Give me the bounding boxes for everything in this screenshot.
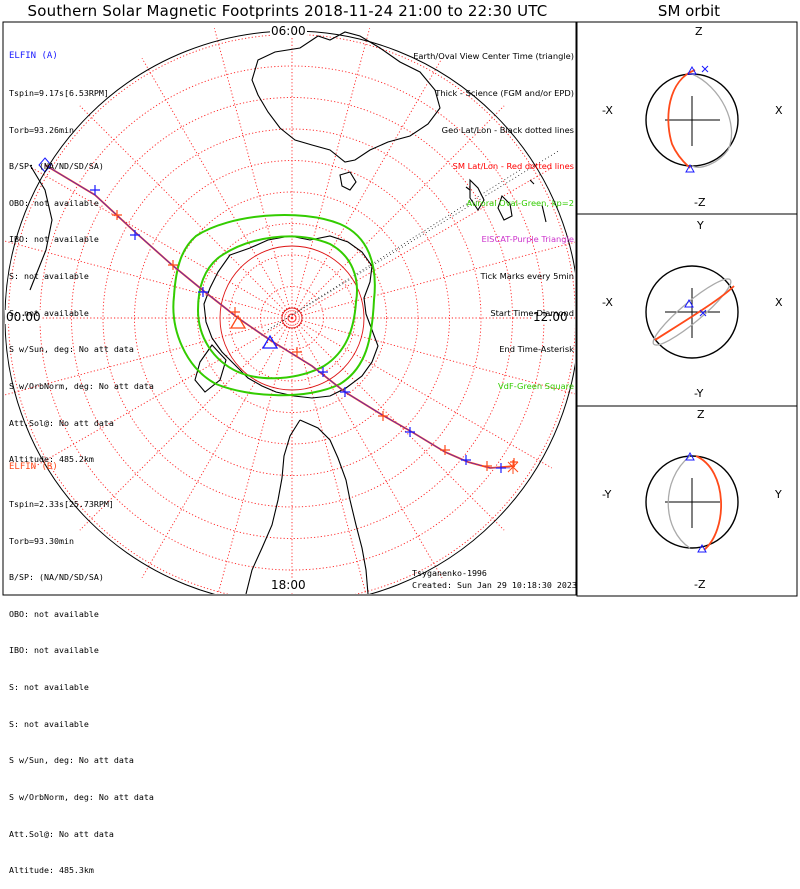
elfin-b-line: B/SP: (NA/ND/SD/SA) <box>9 572 104 583</box>
sm-longitude-line <box>213 28 293 319</box>
elfin-a-tick-marks <box>90 185 506 473</box>
sm-longitude-line <box>141 57 293 319</box>
sm-longitude-line <box>291 317 575 395</box>
sm-pole-circle <box>281 307 303 329</box>
sm-longitude-line <box>291 167 553 319</box>
elfin-a-line: S: not available <box>9 271 89 282</box>
page-title: Southern Solar Magnetic Footprints 2018-… <box>27 2 548 20</box>
orbit-1-label-bottom: -Z <box>694 196 706 209</box>
local-time-label-bottom: 18:00 <box>270 578 307 592</box>
auroral-oval-inner <box>196 235 358 380</box>
orbit-panel-frame-1 <box>576 21 798 215</box>
local-time-label-right: 12:00 <box>532 310 569 324</box>
created-label: Created: Sun Jan 29 10:18:30 2023 <box>412 580 577 590</box>
elfin-a-line: Att.Sol@: No att data <box>9 417 114 428</box>
sm-longitude-line <box>4 317 293 396</box>
sm-longitude-line <box>291 317 443 579</box>
elfin-a-line: S w/Sun, deg: No att data <box>9 344 134 355</box>
legend-item: Auroral Oval-Green, kp=2 <box>466 197 574 208</box>
sm-longitude-line <box>217 317 293 594</box>
elfin-b-line: Altitude: 485.3km <box>9 865 94 876</box>
sm-longitude-lines <box>4 23 575 594</box>
orbit-1-label-left: -X <box>602 104 613 117</box>
elfin-b-tick-marks <box>112 210 518 471</box>
sm-longitude-line <box>31 167 293 319</box>
elfin-a-line: S w/OrbNorm, deg: No att data <box>9 380 154 391</box>
sm-longitude-line <box>4 240 293 319</box>
elfin-a-line: B/SP: (NA/ND/SD/SA) <box>9 161 104 172</box>
legend-item: EISCAT-Purple Triangle <box>481 234 574 245</box>
sm-longitude-line <box>291 317 367 594</box>
orbit-panel-frame-2 <box>576 213 798 407</box>
elfin-b-line: Tspin=2.33s[25.73RPM] <box>9 499 114 510</box>
sm-longitude-line <box>31 317 293 469</box>
local-time-label-top: 06:00 <box>270 24 307 38</box>
orbit-2-label-left: -X <box>602 296 613 309</box>
legend-item: End Time-Asterisk <box>499 344 574 355</box>
elfin-a-line: Altitude: 485.2km <box>9 454 94 465</box>
local-time-label-left: 00:00 <box>5 310 42 324</box>
elfin-b-line: IBO: not available <box>9 645 99 656</box>
geo-grid <box>267 149 561 331</box>
elfin-b-info: ELFIN (B) Tspin=2.33s[25.73RPM] Torb=93.… <box>9 437 154 889</box>
elfin-a-info: ELFIN (A) Tspin=9.17s[6.53RPM] Torb=93.2… <box>9 26 154 478</box>
orbit-panel-1-drawing <box>645 65 739 173</box>
orbit-2-label-bottom: -Y <box>694 387 704 400</box>
sm-latitude-circle <box>71 97 513 539</box>
elfin-a-line: IBO: not available <box>9 234 99 245</box>
orbit-1-label-right: X <box>775 104 783 117</box>
elfin-b-line: S w/OrbNorm, deg: No att data <box>9 791 154 802</box>
sm-longitude-line <box>141 317 293 579</box>
legend-item: VdF-Green Square <box>498 380 574 391</box>
elfin-a-header: ELFIN (A) <box>9 51 58 62</box>
legend-item: Earth/Oval View Center Time (triangle) <box>413 51 574 62</box>
orbit-1-label-top: Z <box>695 25 703 38</box>
continent-outlines <box>29 31 547 594</box>
orbit-title: SM orbit <box>657 2 721 20</box>
model-label: Tsyganenko-1996 <box>412 568 487 578</box>
orbit-3-label-right: Y <box>775 488 782 501</box>
orbit-panel-2-drawing <box>645 265 739 359</box>
elfin-b-line: S: not available <box>9 682 89 693</box>
sm-longitude-line <box>291 28 371 319</box>
sm-longitude-line <box>291 317 553 469</box>
legend-item: Geo Lat/Lon - Black dotted lines <box>441 124 574 135</box>
elfin-b-line: S w/Sun, deg: No att data <box>9 755 134 766</box>
legend-item: Start Time-Diamond <box>490 307 574 318</box>
sm-inner-circle <box>219 245 365 391</box>
auroral-oval-outer <box>172 213 376 397</box>
orbit-panel-3-drawing <box>645 451 739 553</box>
elfin-a-line: Torb=93.26min <box>9 124 74 135</box>
end-asterisk <box>507 460 519 474</box>
elfin-a-track <box>44 164 510 469</box>
elfin-a-line: Tspin=9.17s[6.53RPM] <box>9 88 109 99</box>
elfin-a-line: S: not available <box>9 307 89 318</box>
elfin-b-line: S: not available <box>9 718 89 729</box>
orbit-panel-frame-3 <box>576 405 798 597</box>
sm-latitude-circle <box>102 128 482 508</box>
sm-longitude-line <box>291 105 505 319</box>
elfin-b-line: Att.Sol@: No att data <box>9 828 114 839</box>
sm-longitude-line <box>79 105 293 319</box>
orbit-3-label-bottom: -Z <box>694 578 706 591</box>
legend-item: Tick Marks every 5min <box>480 271 574 282</box>
orbit-2-label-right: X <box>775 296 783 309</box>
elfin-b-line: Torb=93.30min <box>9 535 74 546</box>
elfin-b-center-triangle <box>229 314 247 329</box>
sm-longitude-line <box>79 317 293 531</box>
sm-longitude-line <box>291 57 443 319</box>
legend-item: SM Lat/Lon - Red dotted lines <box>452 161 574 172</box>
orbit-3-label-left: -Y <box>602 488 612 501</box>
orbit-2-label-top: Y <box>697 219 704 232</box>
map-frame <box>2 21 577 596</box>
elfin-b-header: ELFIN (B) <box>9 462 58 473</box>
elfin-b-line: OBO: not available <box>9 608 99 619</box>
map-legend: Earth/Oval View Center Time (triangle) T… <box>413 26 574 404</box>
orbit-3-label-top: Z <box>697 408 705 421</box>
sm-longitude-line <box>291 241 575 319</box>
elfin-a-line: OBO: not available <box>9 197 99 208</box>
elfin-a-center-triangle <box>261 334 279 349</box>
legend-item: Thick - Science (FGM and/or EPD) <box>435 88 574 99</box>
